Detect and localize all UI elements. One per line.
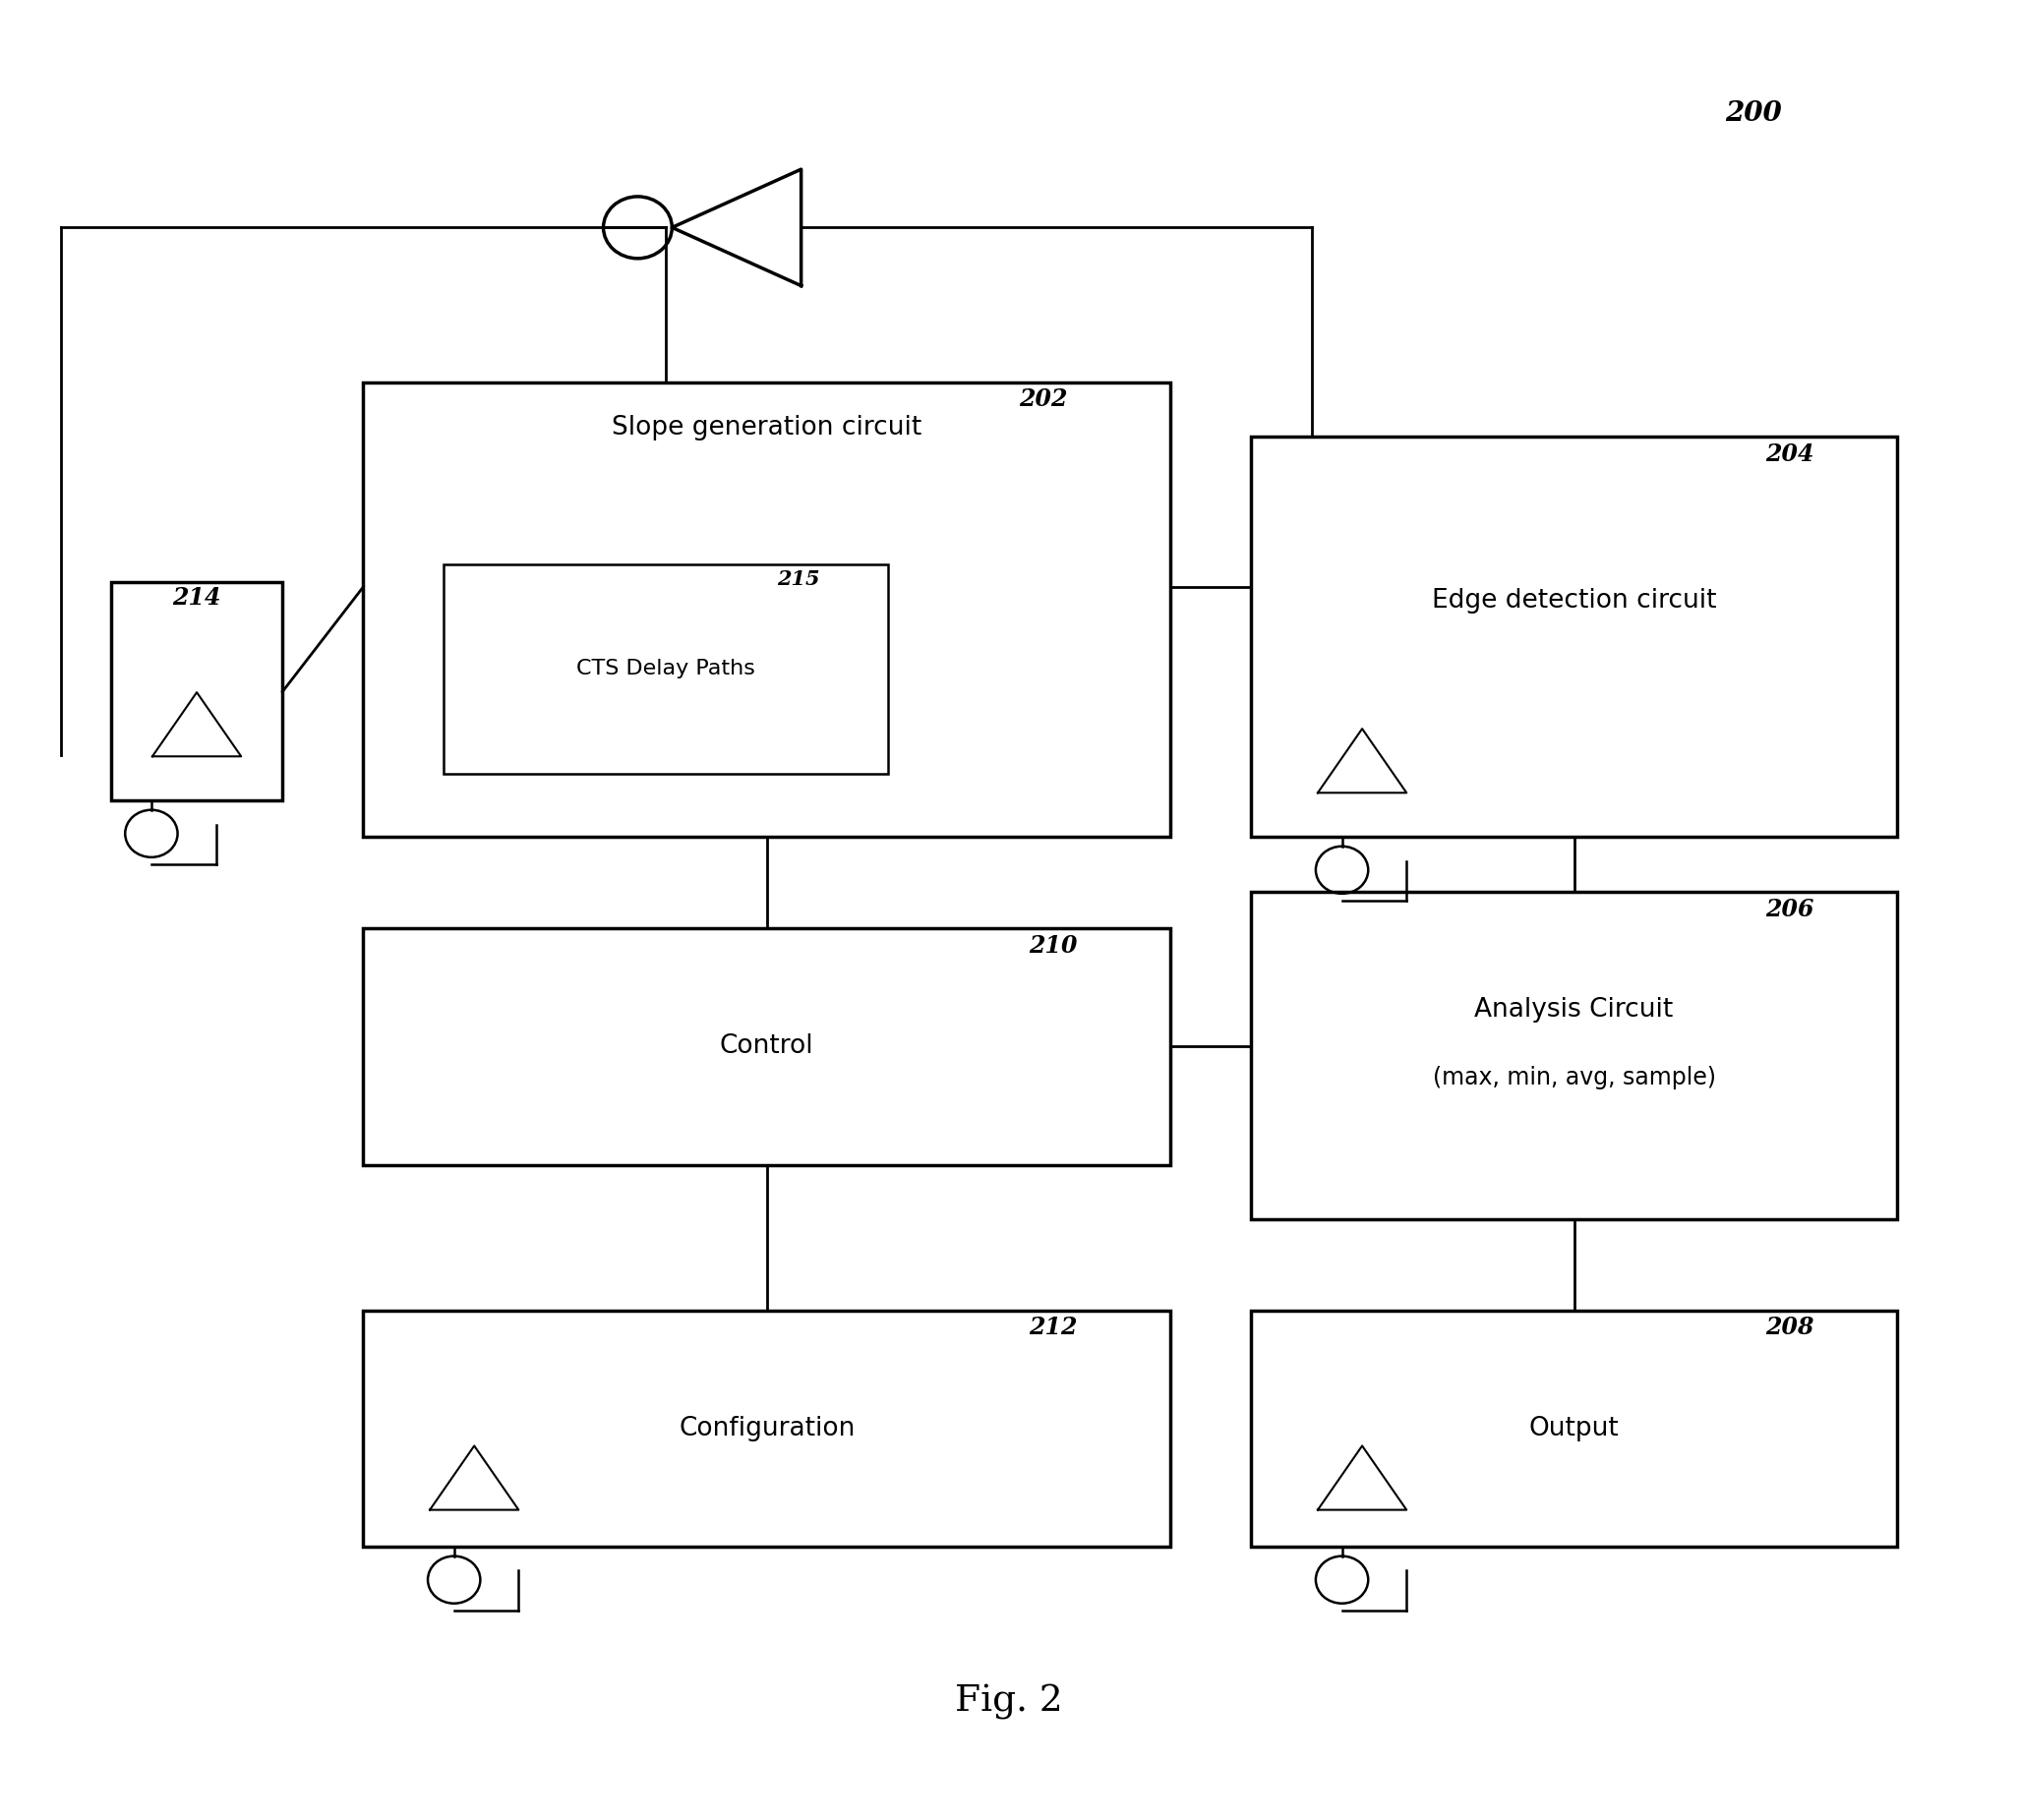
Text: Edge detection circuit: Edge detection circuit: [1431, 588, 1717, 613]
Text: CTS Delay Paths: CTS Delay Paths: [577, 659, 755, 679]
FancyBboxPatch shape: [363, 928, 1170, 1165]
Text: Control: Control: [720, 1034, 813, 1059]
Text: 202: 202: [1019, 388, 1068, 411]
FancyBboxPatch shape: [1251, 1310, 1897, 1547]
Text: 212: 212: [1029, 1316, 1078, 1340]
Text: 210: 210: [1029, 934, 1078, 957]
Text: 208: 208: [1766, 1316, 1814, 1340]
FancyBboxPatch shape: [111, 582, 283, 801]
FancyBboxPatch shape: [363, 382, 1170, 837]
FancyBboxPatch shape: [1251, 437, 1897, 837]
FancyBboxPatch shape: [444, 564, 888, 773]
Text: Fig. 2: Fig. 2: [955, 1685, 1063, 1720]
Text: 215: 215: [777, 570, 819, 590]
Text: Slope generation circuit: Slope generation circuit: [611, 415, 922, 440]
Polygon shape: [672, 169, 801, 286]
Text: Analysis Circuit: Analysis Circuit: [1475, 997, 1673, 1023]
FancyBboxPatch shape: [363, 1310, 1170, 1547]
Text: (max, min, avg, sample): (max, min, avg, sample): [1433, 1067, 1715, 1088]
Text: 200: 200: [1725, 100, 1782, 127]
Text: Configuration: Configuration: [678, 1416, 856, 1441]
Text: 206: 206: [1766, 897, 1814, 921]
Text: 204: 204: [1766, 442, 1814, 466]
Text: Output: Output: [1530, 1416, 1618, 1441]
FancyBboxPatch shape: [1251, 892, 1897, 1219]
Text: 214: 214: [172, 586, 222, 610]
